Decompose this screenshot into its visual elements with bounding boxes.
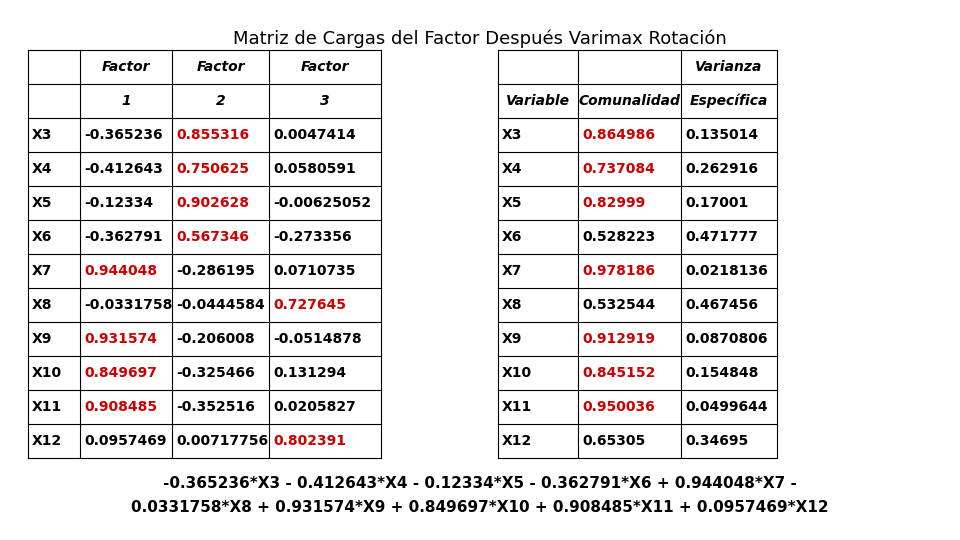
Text: X5: X5 <box>502 196 522 210</box>
Text: 0.802391: 0.802391 <box>273 434 346 448</box>
Text: -0.325466: -0.325466 <box>176 366 254 380</box>
Text: -0.0444584: -0.0444584 <box>176 298 265 312</box>
Text: -0.273356: -0.273356 <box>273 230 351 244</box>
Text: Varianza: Varianza <box>695 60 762 74</box>
Text: 0.944048: 0.944048 <box>84 264 157 278</box>
Text: X10: X10 <box>502 366 532 380</box>
Text: 0.908485: 0.908485 <box>84 400 157 414</box>
Text: 0.737084: 0.737084 <box>582 162 655 176</box>
Text: 2: 2 <box>216 94 226 108</box>
Text: X4: X4 <box>502 162 522 176</box>
Text: 0.532544: 0.532544 <box>582 298 656 312</box>
Text: 0.65305: 0.65305 <box>582 434 645 448</box>
Text: -0.365236*X3 - 0.412643*X4 - 0.12334*X5 - 0.362791*X6 + 0.944048*X7 -: -0.365236*X3 - 0.412643*X4 - 0.12334*X5 … <box>163 476 797 491</box>
Text: 0.978186: 0.978186 <box>582 264 655 278</box>
Text: 0.0218136: 0.0218136 <box>685 264 768 278</box>
Text: 0.00717756: 0.00717756 <box>176 434 268 448</box>
Text: X9: X9 <box>502 332 522 346</box>
Text: -0.12334: -0.12334 <box>84 196 154 210</box>
Text: 0.471777: 0.471777 <box>685 230 757 244</box>
Text: X6: X6 <box>32 230 53 244</box>
Text: -0.362791: -0.362791 <box>84 230 162 244</box>
Text: 0.0957469: 0.0957469 <box>84 434 166 448</box>
Text: X7: X7 <box>502 264 522 278</box>
Text: 0.750625: 0.750625 <box>176 162 249 176</box>
Text: X12: X12 <box>32 434 62 448</box>
Text: 0.34695: 0.34695 <box>685 434 748 448</box>
Text: -0.412643: -0.412643 <box>84 162 163 176</box>
Text: 0.950036: 0.950036 <box>582 400 655 414</box>
Text: Matriz de Cargas del Factor Después Varimax Rotación: Matriz de Cargas del Factor Después Vari… <box>233 30 727 49</box>
Text: 0.864986: 0.864986 <box>582 128 655 142</box>
Text: -0.286195: -0.286195 <box>176 264 254 278</box>
Text: X10: X10 <box>32 366 62 380</box>
Text: 0.0205827: 0.0205827 <box>273 400 356 414</box>
Text: 0.467456: 0.467456 <box>685 298 758 312</box>
Text: 0.931574: 0.931574 <box>84 332 157 346</box>
Text: 0.135014: 0.135014 <box>685 128 758 142</box>
Text: 0.131294: 0.131294 <box>273 366 347 380</box>
Text: 0.567346: 0.567346 <box>176 230 249 244</box>
Text: X4: X4 <box>32 162 53 176</box>
Text: 0.154848: 0.154848 <box>685 366 758 380</box>
Text: -0.206008: -0.206008 <box>176 332 254 346</box>
Text: X7: X7 <box>32 264 53 278</box>
Text: X3: X3 <box>32 128 53 142</box>
Text: 0.0870806: 0.0870806 <box>685 332 767 346</box>
Text: X6: X6 <box>502 230 522 244</box>
Text: 0.0047414: 0.0047414 <box>273 128 356 142</box>
Text: 0.849697: 0.849697 <box>84 366 156 380</box>
Text: 0.0331758*X8 + 0.931574*X9 + 0.849697*X10 + 0.908485*X11 + 0.0957469*X12: 0.0331758*X8 + 0.931574*X9 + 0.849697*X1… <box>132 500 828 515</box>
Text: 0.912919: 0.912919 <box>582 332 655 346</box>
Text: Factor: Factor <box>300 60 349 74</box>
Text: 0.727645: 0.727645 <box>273 298 346 312</box>
Text: 0.845152: 0.845152 <box>582 366 656 380</box>
Text: 0.902628: 0.902628 <box>176 196 249 210</box>
Text: X8: X8 <box>32 298 53 312</box>
Text: X5: X5 <box>32 196 53 210</box>
Text: Variable: Variable <box>506 94 570 108</box>
Text: -0.0514878: -0.0514878 <box>273 332 362 346</box>
Text: 0.262916: 0.262916 <box>685 162 758 176</box>
Text: -0.00625052: -0.00625052 <box>273 196 372 210</box>
Text: 0.82999: 0.82999 <box>582 196 645 210</box>
Text: 0.855316: 0.855316 <box>176 128 250 142</box>
Text: X8: X8 <box>502 298 522 312</box>
Text: -0.352516: -0.352516 <box>176 400 254 414</box>
Text: X12: X12 <box>502 434 532 448</box>
Text: X3: X3 <box>502 128 522 142</box>
Text: -0.365236: -0.365236 <box>84 128 162 142</box>
Text: X11: X11 <box>32 400 62 414</box>
Text: 1: 1 <box>121 94 131 108</box>
Text: 3: 3 <box>321 94 330 108</box>
Text: 0.0499644: 0.0499644 <box>685 400 768 414</box>
Text: Específica: Específica <box>690 94 768 108</box>
Text: Factor: Factor <box>196 60 245 74</box>
Text: 0.0710735: 0.0710735 <box>273 264 355 278</box>
Text: 0.0580591: 0.0580591 <box>273 162 356 176</box>
Text: 0.17001: 0.17001 <box>685 196 748 210</box>
Text: -0.0331758: -0.0331758 <box>84 298 173 312</box>
Text: Factor: Factor <box>102 60 151 74</box>
Text: 0.528223: 0.528223 <box>582 230 656 244</box>
Text: X11: X11 <box>502 400 532 414</box>
Text: Comunalidad: Comunalidad <box>579 94 681 108</box>
Text: X9: X9 <box>32 332 53 346</box>
